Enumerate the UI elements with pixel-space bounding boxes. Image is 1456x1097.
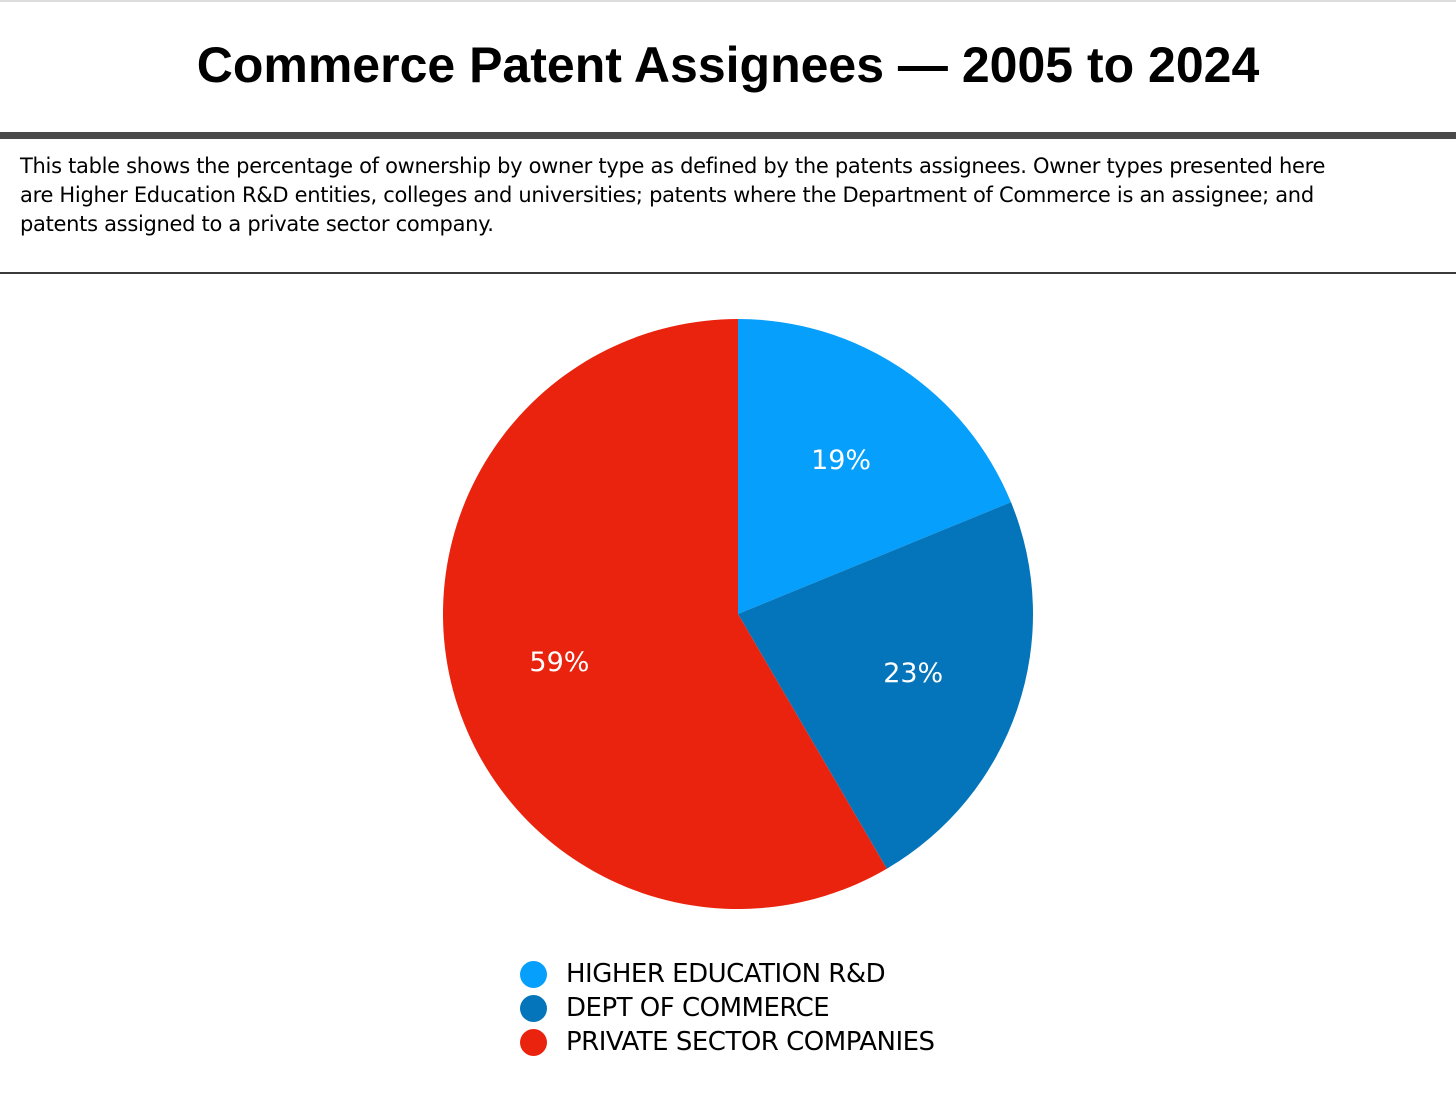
- pie-slice-private-sector-companies: [443, 319, 887, 909]
- legend-item: PRIVATE SECTOR COMPANIES: [520, 1025, 1040, 1059]
- chart-title: Commerce Patent Assignees — 2005 to 2024: [196, 37, 1260, 93]
- legend-label: PRIVATE SECTOR COMPANIES: [566, 1027, 935, 1057]
- legend-label: HIGHER EDUCATION R&D: [566, 959, 886, 989]
- title-divider: [0, 132, 1456, 139]
- pie-slice-dept-of-commerce: [738, 502, 1033, 869]
- legend-item: DEPT OF COMMERCE: [520, 991, 1040, 1025]
- chart-legend: HIGHER EDUCATION R&D DEPT OF COMMERCE PRIV…: [520, 957, 1040, 1059]
- description-divider: [0, 272, 1456, 274]
- legend-label: DEPT OF COMMERCE: [566, 993, 830, 1023]
- top-edge-line: [0, 0, 1456, 2]
- legend-swatch: [520, 994, 547, 1022]
- pie-slice-label: 59%: [529, 647, 589, 678]
- legend-swatch: [520, 1028, 547, 1056]
- pie-slice-label: 23%: [883, 658, 943, 689]
- chart-description: This table shows the percentage of owner…: [20, 154, 1326, 236]
- legend-item: HIGHER EDUCATION R&D: [520, 957, 1040, 991]
- legend-swatch: [520, 960, 547, 988]
- pie-slice-higher-education-r-d: [738, 319, 1011, 614]
- pie-slice-label: 19%: [811, 445, 871, 476]
